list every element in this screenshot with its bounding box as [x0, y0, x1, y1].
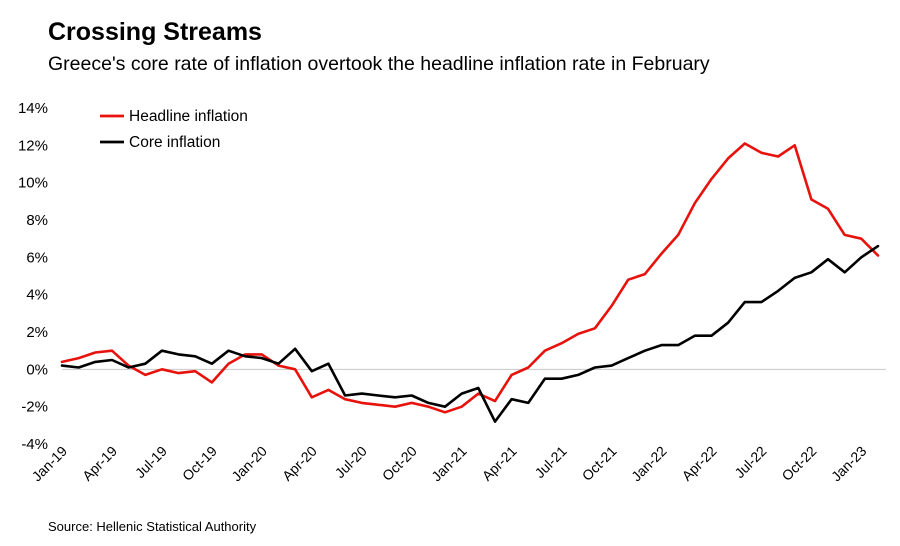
x-tick-label: Jul-20	[332, 443, 370, 481]
y-tick-label: 6%	[26, 249, 48, 266]
x-tick-label: Oct-21	[579, 443, 620, 484]
x-tick-label: Oct-19	[179, 443, 220, 484]
y-tick-label: 4%	[26, 287, 48, 304]
x-tick-label: Jan-20	[228, 443, 270, 485]
x-tick-label: Apr-22	[679, 443, 720, 484]
y-axis-labels: -4% -2% 0% 2% 4% 6% 8% 10% 12% 14%	[18, 100, 48, 453]
x-tick-label: Jan-23	[828, 443, 870, 485]
x-tick-label: Jul-19	[132, 443, 170, 481]
y-tick-label: 14%	[18, 100, 48, 117]
x-tick-label: Apr-20	[279, 443, 320, 484]
chart-subtitle: Greece's core rate of inflation overtook…	[48, 53, 710, 75]
x-tick-label: Jul-21	[531, 443, 569, 481]
y-tick-label: -2%	[21, 399, 48, 416]
legend-label-core: Core inflation	[129, 134, 220, 151]
series-line-core	[60, 244, 880, 423]
legend-label-headline: Headline inflation	[129, 108, 248, 125]
source-note: Source: Hellenic Statistical Authority	[48, 519, 257, 534]
x-tick-label: Apr-19	[79, 443, 120, 484]
y-tick-label: 0%	[26, 361, 48, 378]
y-tick-label: 2%	[26, 324, 48, 341]
y-tick-label: 8%	[26, 212, 48, 229]
legend: Headline inflation Core inflation	[100, 108, 248, 151]
y-tick-label: -4%	[21, 436, 48, 453]
series-group	[60, 142, 880, 423]
x-tick-label: Oct-20	[379, 443, 420, 484]
y-tick-label: 10%	[18, 175, 48, 192]
chart-title: Crossing Streams	[48, 18, 262, 46]
x-tick-label: Jan-21	[428, 443, 470, 485]
x-tick-label: Jan-22	[628, 443, 670, 485]
y-tick-label: 12%	[18, 137, 48, 154]
x-tick-label: Apr-21	[479, 443, 520, 484]
series-line-headline	[60, 142, 880, 414]
x-axis-labels: Jan-19 Apr-19 Jul-19 Oct-19 Jan-20 Apr-20 Jul-…	[29, 443, 870, 485]
x-tick-label: Oct-22	[778, 443, 819, 484]
x-tick-label: Jul-22	[731, 443, 769, 481]
